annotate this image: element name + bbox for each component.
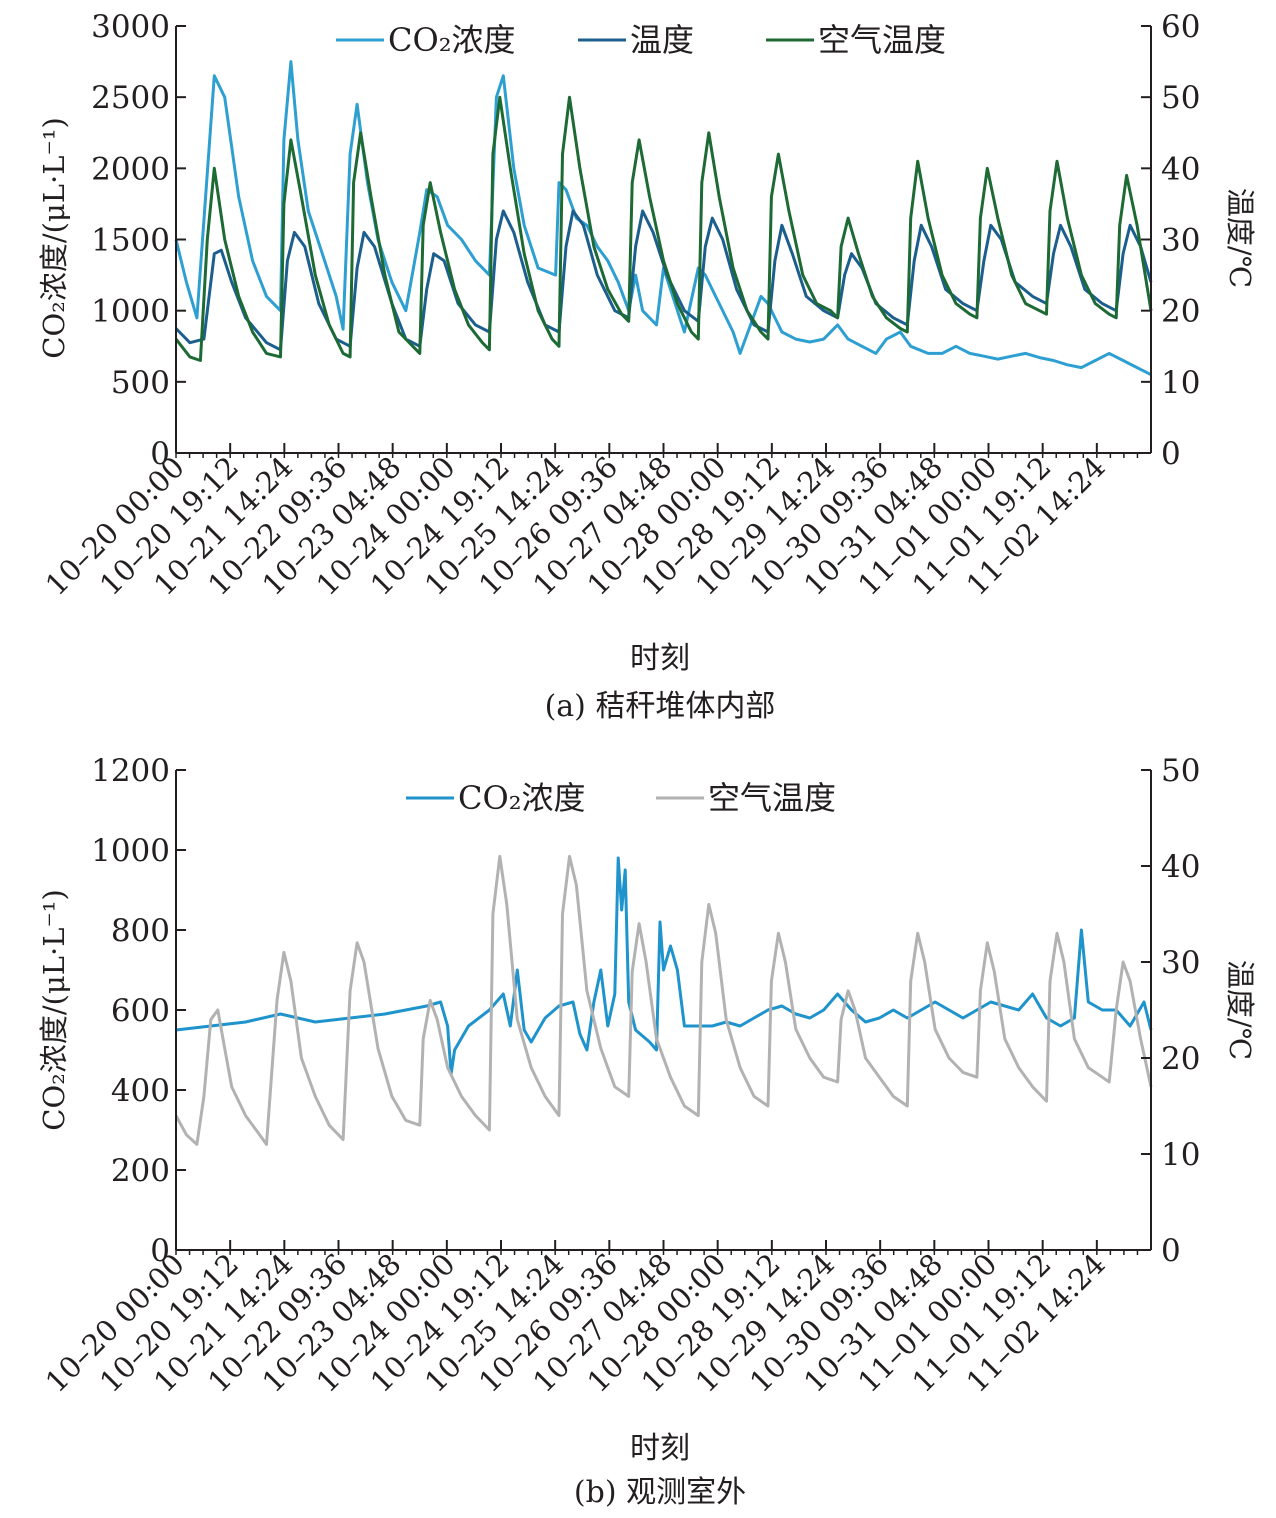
chart-a-series-line-1 [174, 209, 1153, 352]
chart-b-legend-item-0: CO₂浓度 [406, 779, 586, 817]
chart-b-right-tick-label-2: 20 [1161, 1041, 1200, 1077]
chart-b-right-tick-label-1: 10 [1161, 1137, 1200, 1173]
chart-a: 050010001500200025003000010203040506010–… [37, 9, 1257, 724]
chart-a-right-tick-label-2: 20 [1161, 294, 1200, 330]
chart-a-series-layer [174, 60, 1153, 377]
chart-a-series-line-2 [174, 95, 1153, 362]
chart-a-left-tick-label-3: 1500 [91, 223, 170, 259]
chart-b-right-tick-label-3: 30 [1161, 945, 1200, 981]
chart-a-right-tick-label-6: 60 [1161, 9, 1200, 45]
chart-a-left-tick-label-2: 1000 [91, 294, 170, 330]
chart-a-right-tick-label-5: 50 [1161, 80, 1200, 116]
chart-b-y-title-right: 温度/℃ [1223, 960, 1257, 1060]
chart-a-caption: (a) 秸秆堆体内部 [545, 689, 776, 724]
chart-b-left-tick-label-1: 200 [111, 1153, 170, 1189]
chart-a-right-tick-label-4: 40 [1161, 151, 1200, 187]
chart-a-legend-label-2: 空气温度 [818, 21, 946, 59]
chart-a-left-tick-label-1: 500 [111, 365, 170, 401]
chart-b-legend-label-0: CO₂浓度 [458, 779, 586, 817]
chart-b-legend-label-1: 空气温度 [708, 779, 836, 817]
chart-a-right-tick-label-3: 30 [1161, 223, 1200, 259]
chart-b-legend-item-1: 空气温度 [656, 779, 836, 817]
chart-b-left-tick-label-6: 1200 [91, 753, 170, 789]
chart-a-left-tick-label-4: 2000 [91, 151, 170, 187]
chart-b-right-tick-label-4: 40 [1161, 849, 1200, 885]
chart-b-y-title-left: CO₂浓度/(μL·L⁻¹) [37, 889, 71, 1131]
chart-b-series-line-0 [175, 856, 1153, 1076]
chart-a-legend-item-0: CO₂浓度 [336, 21, 516, 59]
chart-b-right-tick-label-5: 50 [1161, 753, 1200, 789]
chart-a-plot: 050010001500200025003000010203040506010–… [39, 9, 1201, 602]
chart-a-y-title-left: CO₂浓度/(μL·L⁻¹) [37, 117, 71, 359]
chart-b-series-layer [174, 854, 1153, 1146]
chart-a-left-tick-label-0: 0 [150, 436, 170, 472]
chart-a-right-tick-label-0: 0 [1161, 436, 1181, 472]
chart-a-series-line-0 [174, 60, 1152, 377]
chart-b-left-tick-label-4: 800 [111, 913, 170, 949]
chart-b-left-tick-label-5: 1000 [91, 833, 170, 869]
chart-b-left-tick-label-0: 0 [150, 1233, 170, 1269]
chart-a-left-tick-label-6: 3000 [91, 9, 170, 45]
chart-b-caption: (b) 观测室外 [574, 1475, 746, 1510]
chart-a-legend-label-0: CO₂浓度 [388, 21, 516, 59]
chart-a-legend-item-1: 温度 [578, 21, 694, 59]
chart-b-right-tick-label-0: 0 [1161, 1233, 1181, 1269]
chart-a-x-title: 时刻 [630, 641, 690, 676]
chart-a-right-tick-label-1: 10 [1161, 365, 1200, 401]
chart-a-legend-label-1: 温度 [630, 21, 694, 59]
chart-b-series-line-1 [174, 854, 1153, 1146]
chart-a-left-tick-label-5: 2500 [91, 80, 170, 116]
chart-b-left-tick-label-3: 600 [111, 993, 170, 1029]
chart-b-x-title: 时刻 [630, 1431, 690, 1466]
chart-a-y-title-right: 温度/℃ [1223, 188, 1257, 288]
chart-b-left-tick-label-2: 400 [111, 1073, 170, 1109]
chart-a-legend-item-2: 空气温度 [766, 21, 946, 59]
